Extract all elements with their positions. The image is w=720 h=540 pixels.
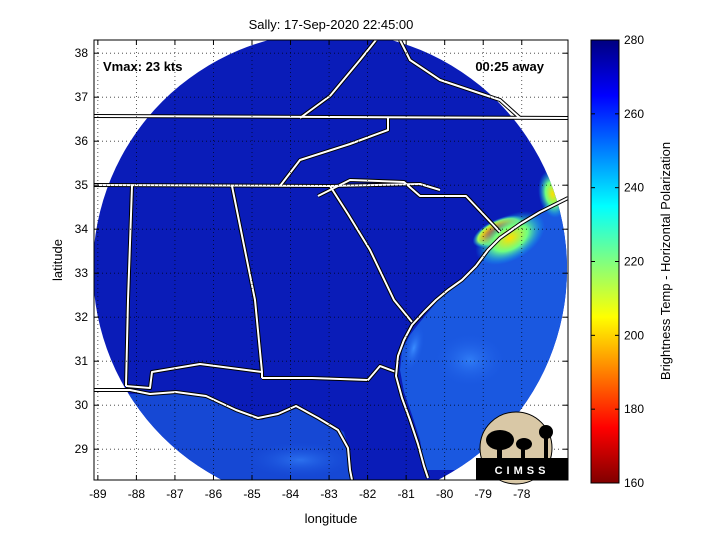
x-tick-label: -79 (475, 487, 493, 501)
x-tick-label: -81 (397, 487, 415, 501)
colorbar-tick-label: 280 (624, 33, 644, 47)
x-tick-label: -89 (89, 487, 107, 501)
axis-ticks: -89 -88 -87 -86 -85 -84 -83 -82 -81 -80 -79 -78 29 30… (75, 40, 568, 501)
colorbar-ticks: 160 180 200 220 240 260 280 (591, 33, 644, 490)
y-tick-label: 34 (75, 222, 89, 236)
state-boundaries (94, 40, 568, 390)
time-away-annotation: 00:25 away (475, 59, 544, 74)
y-tick-label: 38 (75, 46, 89, 60)
x-tick-label: -82 (359, 487, 377, 501)
ocean-region (400, 190, 567, 470)
colorbar-tick-label: 160 (624, 476, 644, 490)
colorbar (590, 39, 620, 484)
y-axis-label: latitude (50, 239, 65, 281)
y-tick-label: 37 (75, 90, 89, 104)
soft-patch (430, 330, 510, 390)
y-tick-label: 29 (75, 442, 89, 456)
y-tick-label: 36 (75, 134, 89, 148)
x-tick-label: -87 (166, 487, 184, 501)
x-tick-label: -86 (205, 487, 223, 501)
plot-area (94, 40, 568, 480)
logo-text: CIMSS (495, 465, 550, 477)
cimss-logo: CIMSS (476, 411, 568, 485)
y-tick-label: 35 (75, 178, 89, 192)
grid-lines (94, 40, 568, 480)
colorbar-tick-label: 240 (624, 181, 644, 195)
x-tick-label: -80 (436, 487, 454, 501)
colorbar-tick-label: 200 (624, 328, 644, 342)
colorbar-tick-label: 180 (624, 402, 644, 416)
colorbar-label: Brightness Temp - Horizontal Polarizatio… (658, 142, 673, 380)
x-tick-label: -84 (282, 487, 300, 501)
soft-patch (245, 442, 355, 478)
y-tick-label: 32 (75, 310, 89, 324)
vmax-annotation: Vmax: 23 kts (103, 59, 183, 74)
colorbar-tick-label: 260 (624, 107, 644, 121)
x-axis-label: longitude (305, 511, 358, 526)
x-tick-label: -83 (320, 487, 338, 501)
colorbar-tick-label: 220 (624, 255, 644, 269)
x-tick-label: -85 (243, 487, 261, 501)
y-tick-label: 31 (75, 354, 89, 368)
chart-title: Sally: 17-Sep-2020 22:45:00 (249, 17, 414, 32)
coastline (94, 196, 568, 480)
x-tick-label: -78 (513, 487, 531, 501)
plot-frame (93, 39, 569, 481)
y-tick-label: 33 (75, 266, 89, 280)
x-tick-label: -88 (128, 487, 146, 501)
y-tick-label: 30 (75, 398, 89, 412)
